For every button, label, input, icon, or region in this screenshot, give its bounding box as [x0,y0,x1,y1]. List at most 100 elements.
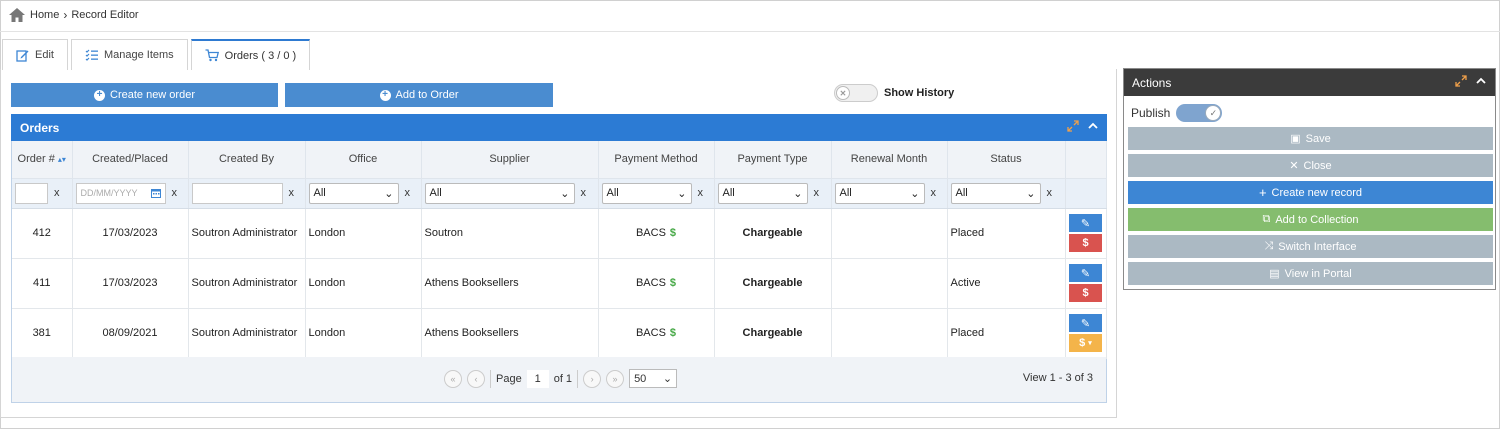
publish-label: Publish [1131,106,1171,120]
payment-type-filter[interactable]: All ⌄ [717,182,808,204]
switch-interface-button[interactable]: ⤨ Switch Interface [1128,235,1493,258]
floppy-icon: ▣ [1290,133,1301,145]
clear-filter[interactable]: x [404,187,411,199]
divider [0,31,1500,32]
supplier: Athens Booksellers [421,308,599,359]
office-filter[interactable]: All ⌄ [308,182,399,204]
expand-icon[interactable] [1455,75,1467,87]
payment-method: BACS $ [598,258,715,309]
create-order-button[interactable]: + Create new order [11,83,278,107]
portal-icon: ▤ [1269,268,1280,280]
save-button[interactable]: ▣ Save [1128,127,1493,150]
home-icon[interactable] [8,7,26,23]
supplier: Soutron [421,208,599,259]
expand-icon[interactable] [1067,120,1079,132]
tab-manage-items-label: Manage Items [103,49,174,61]
pencil-icon: ✎ [1080,317,1091,330]
dollar-icon: $ [1079,337,1086,349]
clear-filter[interactable]: x [813,187,820,199]
view-info: View 1 - 3 of 3 [1022,372,1093,384]
col-payment-method[interactable]: Payment Method [598,141,715,179]
col-status[interactable]: Status [947,141,1066,179]
edit-order-button[interactable]: ✎ [1069,214,1102,232]
shuffle-icon: ⤨ [1264,240,1274,252]
clear-filter[interactable]: x [697,187,704,199]
payment-button[interactable]: $ [1069,284,1102,302]
clear-filter[interactable]: x [580,187,587,199]
orders-table: Order # ▴▾ Created/Placed Created By Off… [12,141,1107,359]
page-size-select[interactable]: 50 ⌄ [629,369,678,388]
chevron-down-icon: ⌄ [677,187,687,200]
orders-tab-content [0,69,1117,418]
divider [577,369,579,388]
renewal-month [831,258,948,309]
show-history: ✕ Show History [834,84,954,102]
payment-dropdown-button[interactable]: $ ▾ [1069,334,1102,352]
col-order-number[interactable]: Order # ▴▾ [12,141,73,179]
status: Placed [947,308,1066,359]
col-actions [1065,141,1107,179]
status: Active [947,258,1066,309]
created-date: 08/09/2021 [72,308,189,359]
created-by: Soutron Administrator [188,258,306,309]
view-in-portal-button[interactable]: ▤ View in Portal [1128,262,1493,285]
publish-toggle[interactable]: ✓ [1176,104,1223,122]
table-row[interactable]: 381 08/09/2021 Soutron Administrator Lon… [12,308,1107,359]
prev-page-icon[interactable]: ‹ [467,369,485,388]
tab-edit[interactable]: Edit [2,39,68,70]
renewal-month-filter[interactable]: All ⌄ [834,182,925,204]
x-icon: ✕ [836,86,850,100]
col-office[interactable]: Office [305,141,422,179]
orders-grid: Order # ▴▾ Created/Placed Created By Off… [11,141,1107,403]
table-row[interactable]: 411 17/03/2023 Soutron Administrator Lon… [12,258,1107,309]
chevron-up-icon[interactable] [1087,120,1099,132]
first-page-icon[interactable]: « [444,369,462,388]
collection-icon: ⧉ [1262,213,1271,225]
created-by-filter[interactable] [191,182,283,204]
chevron-down-icon: ⌄ [1026,187,1036,200]
col-created-by[interactable]: Created By [188,141,306,179]
col-renewal-month[interactable]: Renewal Month [831,141,948,179]
edit-icon [16,49,29,62]
tab-manage-items[interactable]: Manage Items [70,39,188,70]
show-history-toggle[interactable]: ✕ [834,84,878,102]
chevron-down-icon: ⌄ [560,187,570,200]
next-page-icon[interactable]: › [583,369,602,388]
renewal-month [831,308,948,359]
tab-edit-label: Edit [35,49,54,61]
edit-order-button[interactable]: ✎ [1069,264,1102,282]
col-supplier[interactable]: Supplier [421,141,599,179]
col-payment-type[interactable]: Payment Type [714,141,832,179]
chevron-right-icon: › [63,8,68,22]
dollar-icon: $ [669,227,677,239]
payment-type: Chargeable [714,208,832,259]
edit-order-button[interactable]: ✎ [1069,314,1102,332]
clear-filter[interactable]: x [1046,187,1053,199]
payment-method-filter[interactable]: All ⌄ [601,182,692,204]
add-to-order-button[interactable]: + Add to Order [285,83,553,107]
payment-button[interactable]: $ [1069,234,1102,252]
calendar-icon[interactable] [150,188,161,198]
order-number: 411 [12,258,73,309]
date-filter[interactable]: DD/MM/YYYY [75,182,166,204]
last-page-icon[interactable]: » [606,369,625,388]
payment-method: BACS $ [598,308,715,359]
status-filter[interactable]: All ⌄ [950,182,1041,204]
chevron-up-icon[interactable] [1475,75,1487,87]
supplier-filter[interactable]: All ⌄ [424,182,575,204]
publish-row: Publish ✓ [1131,104,1223,122]
table-row[interactable]: 412 17/03/2023 Soutron Administrator Lon… [12,208,1107,259]
page-input[interactable]: 1 [526,369,549,388]
clear-filter[interactable]: x [288,187,295,199]
create-record-button[interactable]: + Create new record [1128,181,1493,204]
col-created-placed[interactable]: Created/Placed [72,141,189,179]
clear-filter[interactable]: x [930,187,937,199]
close-button[interactable]: ✕ Close [1128,154,1493,177]
tab-orders[interactable]: Orders ( 3 / 0 ) [190,39,311,70]
dollar-icon: $ [669,277,677,289]
breadcrumb-home[interactable]: Home [30,9,60,21]
order-number-filter[interactable] [15,182,48,204]
clear-filter[interactable]: x [171,187,178,199]
clear-filter[interactable]: x [54,187,60,199]
add-to-collection-button[interactable]: ⧉ Add to Collection [1128,208,1493,231]
